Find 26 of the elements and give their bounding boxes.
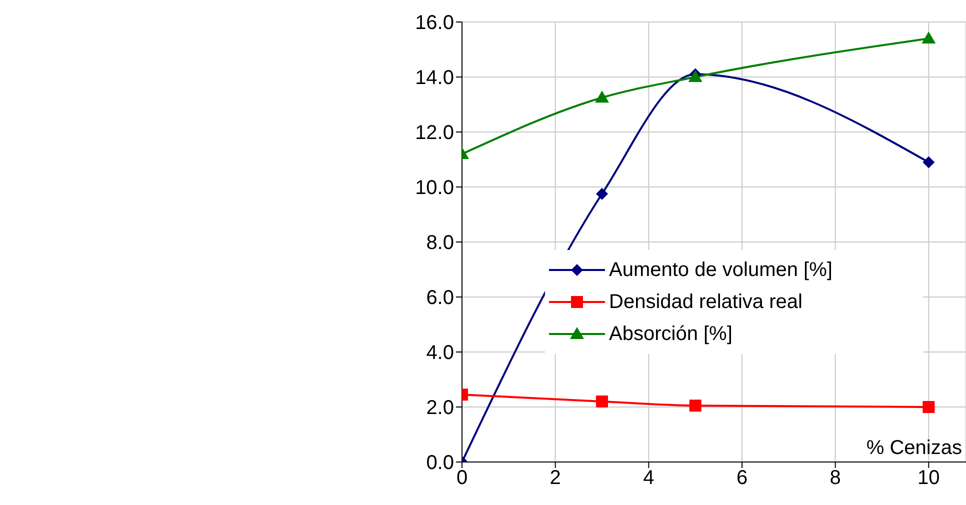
point [922, 156, 935, 168]
x-tick-label: 4 [643, 467, 654, 490]
point [596, 396, 608, 408]
x-axis-title: % Cenizas [866, 437, 962, 459]
y-tick-label: 8.0 [426, 232, 454, 254]
y-tick-label: 10.0 [415, 177, 454, 200]
point [595, 90, 609, 103]
y-tick-label: 12.0 [415, 122, 454, 144]
point [689, 400, 702, 412]
x-tick-label: 10 [918, 467, 940, 490]
y-tick-label: 2.0 [426, 397, 454, 420]
x-tick-label: 0 [456, 467, 468, 490]
legend-label: Aumento de volumen [%] [609, 258, 832, 282]
point [596, 188, 608, 200]
y-tick-label: 4.0 [426, 342, 454, 364]
y-tick-label: 14.0 [415, 67, 454, 90]
x-tick-label: 2 [550, 467, 561, 490]
legend-label: Densidad relativa real [609, 290, 802, 314]
y-tick-label: 0.0 [426, 452, 454, 474]
y-tick-label: 6.0 [426, 287, 454, 310]
x-tick-label: 8 [830, 467, 841, 490]
point [922, 32, 936, 44]
point [922, 401, 935, 413]
x-tick-label: 6 [736, 467, 748, 490]
y-tick-label: 16.0 [415, 12, 454, 34]
legend-label: Absorción [%] [609, 322, 732, 346]
